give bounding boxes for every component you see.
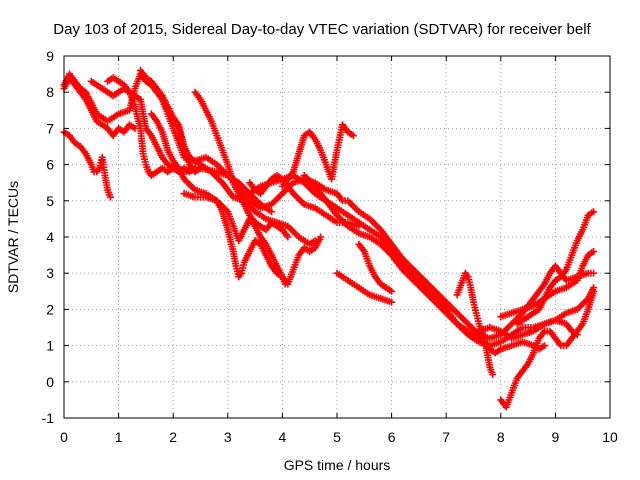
y-tick-label: 3: [46, 265, 54, 281]
y-tick-label: 1: [46, 338, 54, 354]
chart-title: Day 103 of 2015, Sidereal Day-to-day VTE…: [53, 21, 591, 38]
y-axis-title: SDTVAR / TECUs: [5, 181, 21, 293]
data-point: [489, 371, 497, 379]
data-point: [267, 208, 275, 216]
data-series-group: [60, 66, 598, 411]
grid-lines: [64, 56, 610, 418]
x-tick-label: 4: [279, 429, 287, 445]
x-tick-label: 8: [497, 429, 505, 445]
y-tick-label: 9: [46, 48, 54, 64]
x-axis-ticks: 0 1 2 3 4 5 6 7 8 9 10: [60, 56, 618, 445]
series-trace-1: [60, 74, 139, 140]
x-axis-title: GPS time / hours: [284, 457, 391, 473]
series-trace-20: [475, 284, 598, 342]
data-point: [349, 132, 357, 140]
x-tick-label: 10: [602, 429, 618, 445]
series-trace-3: [60, 70, 204, 176]
series-trace-10: [180, 190, 325, 288]
data-point: [590, 247, 598, 255]
series-trace-21: [246, 171, 363, 230]
data-point: [355, 222, 363, 230]
series-trace-18: [513, 208, 598, 328]
series-trace-2: [60, 128, 114, 201]
data-point: [388, 287, 396, 295]
x-tick-label: 6: [388, 429, 396, 445]
x-tick-label: 3: [224, 429, 232, 445]
series-trace-17: [497, 287, 598, 411]
x-tick-label: 0: [60, 429, 68, 445]
data-point: [284, 233, 292, 241]
y-axis-ticks: -1 0 1 2 3 4 5 6 7 8 9: [42, 48, 610, 426]
y-tick-label: 6: [46, 157, 54, 173]
data-point: [388, 298, 396, 306]
x-tick-label: 5: [333, 429, 341, 445]
data-point: [317, 233, 325, 241]
data-point: [590, 208, 598, 216]
series-trace-14: [355, 240, 396, 295]
y-tick-label: -1: [42, 410, 55, 426]
x-tick-label: 7: [442, 429, 450, 445]
series-trace-19: [497, 247, 598, 321]
y-tick-label: 4: [46, 229, 54, 245]
data-point: [191, 164, 199, 172]
series-trace-12: [278, 121, 357, 190]
series-trace-16: [453, 269, 497, 379]
y-tick-label: 0: [46, 374, 54, 390]
x-tick-label: 9: [552, 429, 560, 445]
y-tick-label: 5: [46, 193, 54, 209]
series-trace-9: [191, 88, 292, 241]
y-tick-label: 8: [46, 84, 54, 100]
x-tick-label: 1: [115, 429, 123, 445]
series-trace-13: [300, 171, 548, 357]
data-point: [590, 284, 598, 292]
data-point: [106, 193, 114, 201]
y-tick-label: 7: [46, 120, 54, 136]
data-point: [540, 342, 548, 350]
series-trace-15: [333, 269, 396, 306]
x-tick-label: 2: [169, 429, 177, 445]
data-point: [590, 269, 598, 277]
y-tick-label: 2: [46, 301, 54, 317]
